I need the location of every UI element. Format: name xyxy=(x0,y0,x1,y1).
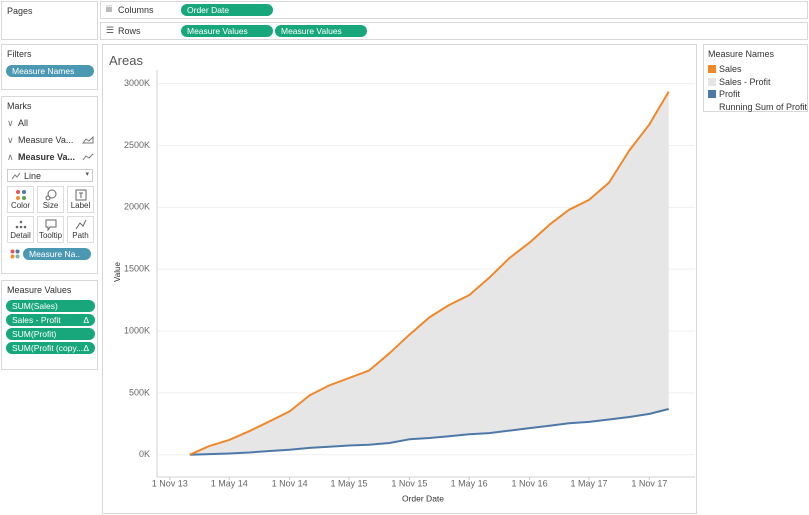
icon xyxy=(75,189,86,201)
shelf-icon: ☰ xyxy=(106,25,115,35)
icon xyxy=(45,189,56,201)
measure-pill[interactable]: SUM(Profit (copy... Δ xyxy=(6,342,95,354)
pill-label: Sales - Profit xyxy=(12,315,61,325)
mark-type-dropdown[interactable]: Line ▾ xyxy=(7,169,93,182)
path-button[interactable]: Path xyxy=(67,216,94,243)
measure-values-card: Measure Values SUM(Sales) Sales - Profit… xyxy=(1,280,98,370)
legend-label: Sales xyxy=(719,64,742,74)
marks-card: Marks ∨ All ∨ Measure Va... ∧ Measure Va… xyxy=(1,96,98,274)
button-label: Detail xyxy=(10,231,31,240)
button-label: Color xyxy=(10,201,31,210)
mark-type: Line xyxy=(24,171,42,181)
column-pill[interactable]: Order Date xyxy=(181,4,273,16)
line-icon xyxy=(11,172,21,180)
tooltip-button[interactable]: Tooltip xyxy=(37,216,64,243)
pill-flag: Δ xyxy=(83,343,89,353)
card-title: Filters xyxy=(7,49,32,59)
card-title: Measure Values xyxy=(7,285,72,295)
marks-row[interactable]: Measure Va... xyxy=(18,135,74,145)
row-pill[interactable]: Measure Values xyxy=(275,25,367,37)
marks-row[interactable]: All xyxy=(18,118,29,128)
color-button[interactable]: Color xyxy=(7,186,34,213)
legend-swatch xyxy=(708,65,716,73)
legend-swatch xyxy=(708,90,716,98)
icon xyxy=(45,219,56,232)
columns-shelf: iii Columns Order Date xyxy=(100,1,808,19)
chart-title: Areas xyxy=(109,53,143,68)
card-title: Pages xyxy=(7,6,33,16)
chart-card: Areas xyxy=(102,44,697,514)
pill-flag: Δ xyxy=(83,315,89,325)
pill-label: SUM(Profit (copy... xyxy=(12,343,84,353)
legend-label: Profit xyxy=(719,89,741,99)
icon xyxy=(15,220,26,229)
chevron: ∨ xyxy=(7,135,14,145)
icon xyxy=(15,190,26,200)
chevron: ∧ xyxy=(7,152,14,162)
shelf-icon: iii xyxy=(106,4,112,14)
legend-label: Sales - Profit xyxy=(719,76,771,87)
legend-swatch xyxy=(708,77,716,86)
measure-pill[interactable]: SUM(Sales) xyxy=(6,300,95,312)
filters-card: Filters Measure Names xyxy=(1,44,98,90)
button-label: Label xyxy=(70,201,91,210)
legend-title: Measure Names xyxy=(708,49,775,59)
row-pill[interactable]: Measure Values xyxy=(181,25,273,37)
icon xyxy=(75,219,86,230)
rows-shelf: ☰ Rows Measure Values Measure Values xyxy=(100,22,808,40)
line-icon xyxy=(82,153,94,161)
dropdown-arrow: ▾ xyxy=(85,171,89,178)
color-pill[interactable]: Measure Na.. xyxy=(23,248,91,260)
button-label: Tooltip xyxy=(38,231,63,240)
color-dots xyxy=(10,249,20,259)
chevron: ∨ xyxy=(7,118,14,128)
detail-button[interactable]: Detail xyxy=(7,216,34,243)
pages-card: Pages xyxy=(1,1,98,40)
shelf-label: Columns xyxy=(118,5,154,15)
measure-pill[interactable]: Sales - Profit Δ xyxy=(6,314,95,326)
filter-pill[interactable]: Measure Names xyxy=(6,65,94,77)
measure-pill[interactable]: SUM(Profit) xyxy=(6,328,95,340)
area-icon xyxy=(82,135,94,144)
legend: Measure Names Sales Sales - Profit Profit R… xyxy=(703,44,809,112)
shelf-label: Rows xyxy=(118,26,141,36)
button-label: Size xyxy=(42,201,59,210)
card-title: Marks xyxy=(7,101,32,111)
legend-label: Running Sum of Profit (... xyxy=(719,101,809,112)
button-label: Path xyxy=(72,231,89,240)
size-button[interactable]: Size xyxy=(37,186,64,213)
label-button[interactable]: Label xyxy=(67,186,94,213)
marks-row[interactable]: Measure Va... xyxy=(18,152,76,162)
